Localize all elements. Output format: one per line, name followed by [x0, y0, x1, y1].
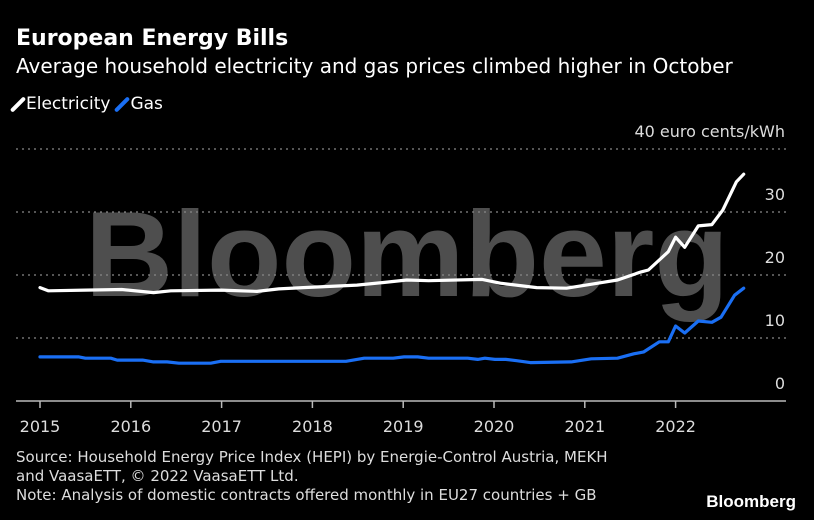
legend-item-gas: Gas	[114, 94, 163, 114]
legend-label: Electricity	[26, 94, 111, 114]
source-line: Source: Household Energy Price Index (HE…	[16, 448, 608, 466]
legend-label: Gas	[130, 94, 163, 114]
bloomberg-logo: Bloomberg	[706, 492, 796, 511]
y-tick-label: 0	[775, 374, 785, 393]
y-axis-unit-label: 40 euro cents/kWh	[634, 122, 785, 141]
x-tick-label: 2020	[474, 417, 515, 436]
series-line-electricity	[38, 172, 746, 295]
source-line: and VaasaETT, © 2022 VaasaETT Ltd.	[16, 467, 299, 485]
watermark: Bloomberg	[85, 186, 729, 322]
y-tick-label: 10	[765, 311, 785, 330]
series-line-gas	[38, 286, 746, 365]
x-tick-label: 2019	[383, 417, 424, 436]
x-tick-label: 2021	[564, 417, 605, 436]
chart-subtitle: Average household electricity and gas pr…	[16, 54, 733, 78]
x-tick-label: 2015	[20, 417, 61, 436]
legend: Electricity Gas	[9, 94, 163, 114]
y-tick-label: 30	[765, 185, 785, 204]
x-tick-label: 2017	[201, 417, 242, 436]
x-tick-label: 2022	[655, 417, 696, 436]
x-tick-label: 2016	[110, 417, 151, 436]
x-tick-label: 2018	[292, 417, 333, 436]
legend-item-electricity: Electricity	[9, 94, 111, 114]
note: Note: Analysis of domestic contracts off…	[16, 486, 597, 504]
footer: Source: Household Energy Price Index (HE…	[16, 448, 608, 505]
y-tick-label: 20	[765, 248, 785, 267]
chart-title: European Energy Bills	[16, 26, 289, 51]
